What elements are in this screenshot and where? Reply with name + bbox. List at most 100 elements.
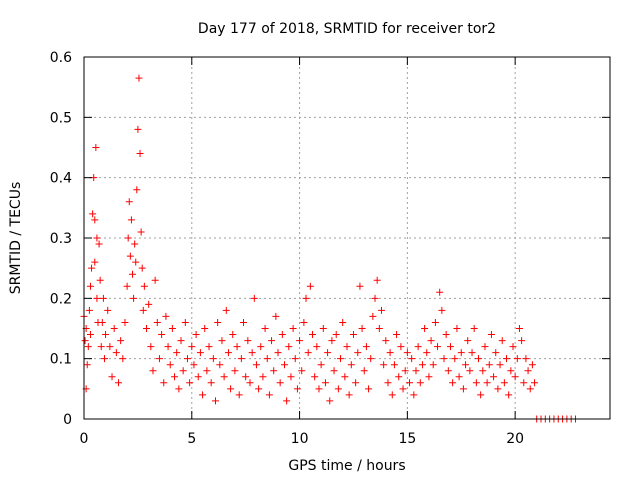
data-point (227, 385, 235, 393)
data-point (377, 306, 385, 314)
data-point (503, 355, 511, 363)
data-point (129, 270, 137, 278)
data-point (218, 337, 226, 345)
data-point (134, 125, 142, 133)
data-point (276, 379, 284, 387)
data-point (136, 150, 144, 158)
y-tick-label: 0.5 (50, 110, 72, 126)
data-point (244, 337, 252, 345)
data-point (332, 331, 340, 339)
data-point (270, 367, 278, 375)
data-point (423, 349, 431, 357)
data-point (406, 379, 414, 387)
data-point (143, 325, 151, 332)
data-point (513, 355, 521, 363)
data-point (524, 367, 532, 375)
data-point (188, 343, 196, 351)
data-point (119, 355, 127, 363)
y-tick-label: 0.4 (50, 171, 72, 187)
data-point (278, 331, 286, 339)
data-point (265, 391, 273, 399)
data-point (216, 361, 224, 369)
data-point (203, 367, 211, 375)
data-point (291, 355, 299, 363)
data-point (91, 258, 99, 266)
data-point (427, 337, 435, 345)
data-point (360, 367, 368, 375)
data-point (121, 318, 129, 326)
data-point (367, 355, 375, 363)
data-point (108, 373, 116, 381)
data-point (220, 373, 228, 381)
data-point (470, 325, 478, 332)
data-point (138, 264, 146, 272)
data-point (485, 361, 493, 369)
data-point (498, 337, 506, 345)
data-point (375, 325, 383, 332)
y-axis-label: SRMTID / TECUs (8, 182, 24, 295)
data-point (137, 228, 145, 236)
data-point (425, 373, 433, 381)
data-point (199, 391, 207, 399)
data-point (92, 144, 100, 151)
data-point (229, 331, 237, 339)
data-point (304, 349, 312, 357)
data-point (106, 343, 114, 351)
data-point (380, 361, 388, 369)
data-point (531, 379, 539, 387)
data-point (522, 355, 530, 363)
data-point (500, 379, 508, 387)
data-point (518, 337, 526, 345)
data-point (289, 325, 297, 332)
data-point (205, 343, 213, 351)
data-point (209, 355, 217, 363)
data-point (95, 240, 103, 248)
data-point (186, 379, 194, 387)
data-point (132, 258, 140, 266)
data-point (352, 379, 360, 387)
data-points (80, 74, 580, 423)
data-point (339, 318, 347, 326)
data-point (224, 349, 232, 357)
data-point (464, 337, 472, 345)
data-point (153, 318, 161, 326)
data-point (164, 343, 172, 351)
data-point (434, 343, 442, 351)
data-point (231, 367, 239, 375)
data-point (369, 312, 377, 320)
x-tick-label: 0 (80, 431, 89, 447)
data-point (526, 385, 534, 393)
y-tick-label: 0.1 (50, 352, 72, 368)
data-point (300, 318, 308, 326)
data-point (520, 379, 528, 387)
data-point (449, 379, 457, 387)
data-point (397, 343, 405, 351)
data-point (399, 385, 407, 393)
data-point (86, 331, 94, 339)
data-point (373, 276, 381, 284)
data-point (311, 373, 319, 381)
data-point (479, 367, 487, 375)
data-point (98, 318, 106, 326)
data-point (127, 216, 135, 224)
data-point (408, 355, 416, 363)
data-point (492, 349, 500, 357)
data-point (414, 343, 422, 351)
data-point (214, 318, 222, 326)
data-point (97, 343, 105, 351)
data-point (330, 367, 338, 375)
data-point (410, 391, 418, 399)
data-point (390, 361, 398, 369)
data-point (293, 385, 301, 393)
data-point (237, 355, 245, 363)
data-point (261, 325, 269, 332)
data-point (481, 343, 489, 351)
data-point (257, 343, 265, 351)
data-point (388, 391, 396, 399)
data-point (511, 373, 519, 381)
data-point (328, 337, 336, 345)
y-tick-label: 0 (63, 412, 72, 428)
data-point (263, 355, 271, 363)
data-point (285, 343, 293, 351)
data-point (349, 331, 357, 339)
